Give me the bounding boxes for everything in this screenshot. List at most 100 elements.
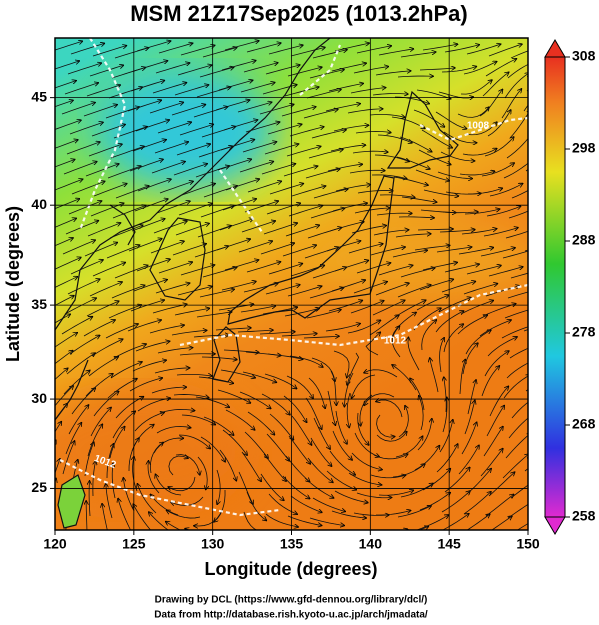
streamline [351, 532, 386, 534]
streamline [375, 71, 411, 76]
streamline [288, 206, 322, 217]
streamline [71, 388, 95, 415]
streamline [457, 107, 489, 118]
streamline [484, 137, 514, 157]
streamline [369, 315, 399, 336]
streamline [290, 47, 325, 57]
streamline [203, 416, 234, 435]
streamline [67, 63, 101, 75]
streamline [333, 125, 368, 132]
streamline [55, 238, 73, 247]
streamline [92, 46, 126, 57]
streamline [357, 191, 393, 194]
streamline [439, 338, 445, 373]
streamline [309, 517, 344, 525]
streamline [84, 243, 117, 257]
streamline [219, 449, 236, 481]
streamline [65, 423, 81, 455]
streamline [502, 454, 528, 479]
streamline [416, 89, 451, 99]
y-axis-label: Latitude (degrees) [3, 206, 23, 362]
streamline [376, 432, 407, 442]
streamline [482, 72, 509, 97]
streamline [261, 25, 295, 34]
streamline [369, 114, 405, 117]
streamlines [55, 24, 528, 534]
streamline [444, 264, 479, 273]
streamline [243, 511, 258, 530]
streamline [128, 438, 139, 472]
streamline [391, 116, 425, 128]
streamline [444, 377, 446, 413]
streamline [356, 263, 390, 274]
streamline [87, 223, 120, 237]
streamline [199, 289, 234, 298]
streamline [395, 234, 431, 238]
streamline [171, 105, 205, 116]
streamline [331, 510, 366, 518]
streamline [159, 409, 195, 414]
streamline [508, 417, 528, 439]
streamline [268, 45, 303, 55]
streamline [287, 286, 322, 297]
streamline [193, 335, 229, 337]
streamline [350, 88, 386, 94]
streamline [334, 260, 368, 272]
streamline [173, 26, 207, 35]
streamline [510, 484, 528, 499]
colorbar-tick-label: 268 [572, 416, 596, 432]
streamline [491, 516, 512, 530]
streamline [393, 30, 427, 37]
streamline [355, 131, 391, 133]
streamline [488, 267, 523, 277]
streamline [89, 282, 122, 297]
streamline [393, 176, 428, 185]
streamline [507, 503, 528, 519]
streamline [55, 120, 81, 130]
streamline [55, 159, 75, 168]
y-tick-label: 40 [31, 196, 47, 212]
streamline [64, 83, 98, 95]
streamline [63, 24, 96, 34]
streamline [328, 300, 362, 312]
streamline [155, 283, 190, 294]
streamline [179, 124, 213, 136]
streamline [149, 442, 163, 474]
streamline [149, 102, 183, 114]
streamline [55, 459, 60, 475]
streamline [311, 130, 346, 139]
streamline [334, 43, 369, 52]
streamline [353, 67, 388, 74]
streamline [133, 280, 167, 292]
streamline [215, 328, 251, 330]
streamline [375, 283, 409, 296]
streamline [265, 65, 300, 75]
streamline [132, 360, 166, 372]
streamline [63, 162, 97, 175]
streamline [332, 430, 352, 460]
streamline [174, 308, 209, 316]
streamline [281, 107, 316, 117]
streamline [200, 436, 225, 462]
streamline [237, 330, 273, 332]
streamline [55, 81, 76, 89]
streamline [166, 522, 182, 530]
streamline [107, 166, 141, 179]
streamline [246, 43, 281, 53]
streamline [466, 469, 491, 495]
streamline [461, 229, 497, 235]
streamline [225, 409, 255, 430]
streamline [106, 484, 113, 519]
streamline [179, 354, 215, 355]
streamline [461, 422, 477, 455]
streamline [408, 337, 420, 371]
streamline [175, 454, 200, 474]
streamline [237, 102, 272, 113]
streamline [439, 420, 453, 453]
streamline [400, 268, 435, 278]
streamline [347, 109, 383, 114]
streamline [503, 375, 528, 399]
streamline [127, 320, 161, 332]
streamline [55, 41, 82, 51]
streamline [216, 239, 250, 251]
